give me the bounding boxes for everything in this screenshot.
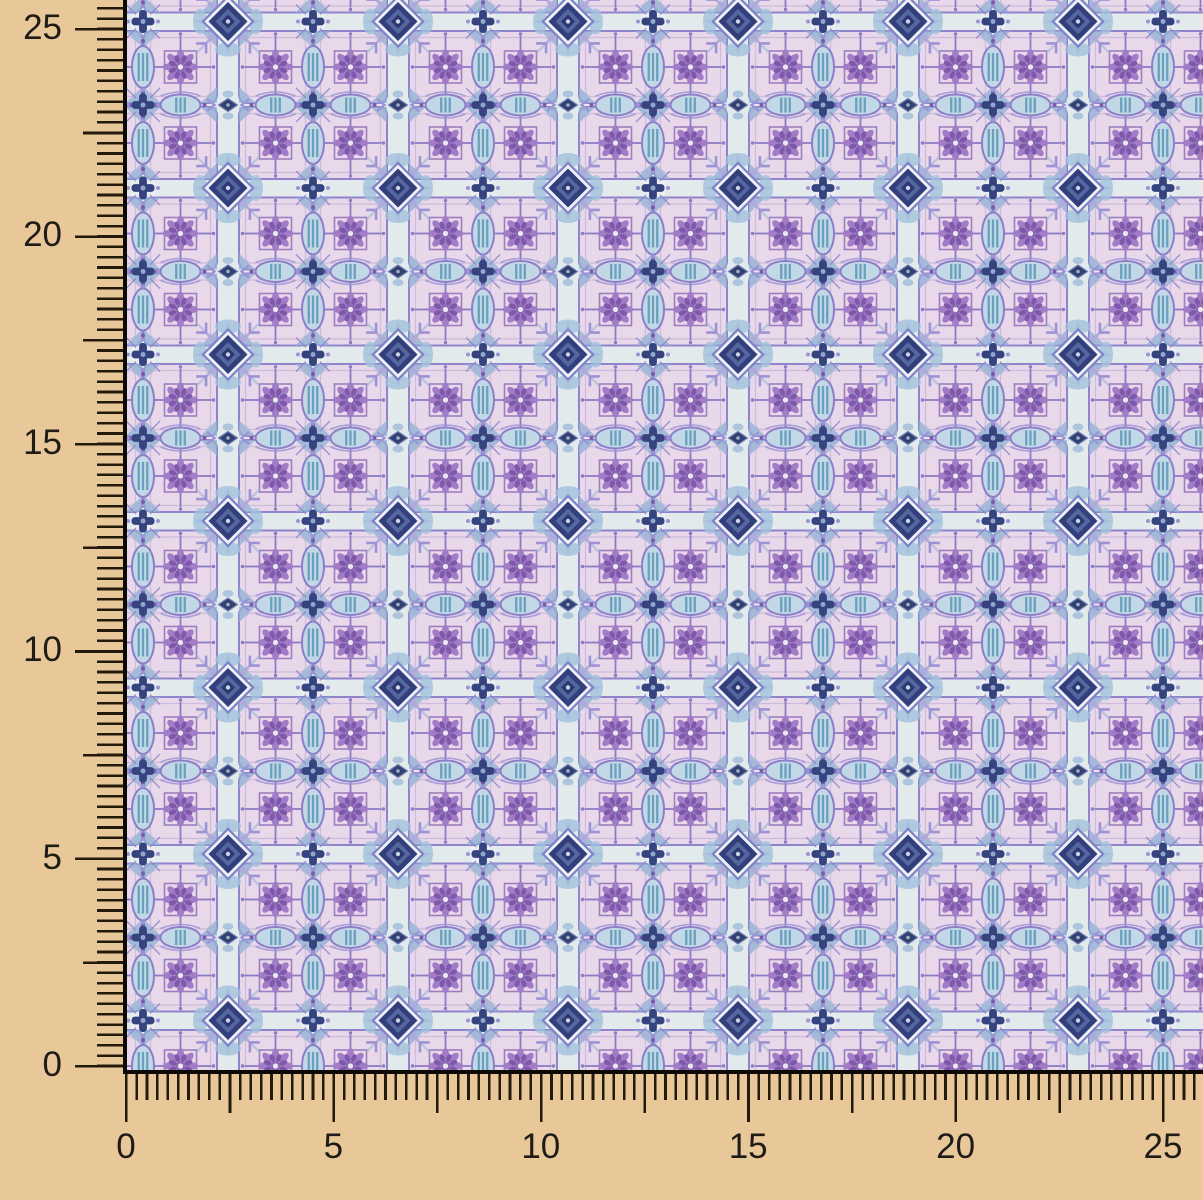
vertical-ruler-label: 0 [42, 1045, 62, 1084]
vertical-ruler-label: 5 [42, 837, 62, 877]
horizontal-ruler-label: 10 [521, 1127, 561, 1166]
vertical-ruler-label: 20 [23, 215, 62, 254]
fabric-swatch [123, 0, 1203, 1074]
horizontal-ruler [124, 1074, 1203, 1122]
horizontal-ruler-label: 5 [323, 1127, 344, 1166]
horizontal-ruler-label: 15 [728, 1127, 768, 1166]
vertical-ruler [75, 7, 123, 1068]
vertical-ruler-label: 10 [23, 630, 62, 669]
horizontal-ruler-label: 20 [936, 1127, 976, 1166]
vertical-ruler-label: 15 [23, 422, 62, 462]
fabric-pattern-svg [127, 0, 1203, 1070]
vertical-ruler-major-ticks [75, 27, 123, 1068]
horizontal-ruler-label: 25 [1143, 1127, 1183, 1166]
horizontal-ruler-label: 0 [116, 1127, 136, 1166]
fabric-print [127, 0, 1203, 1070]
horizontal-ruler-major-ticks [124, 1074, 1203, 1122]
vertical-ruler-label: 25 [23, 8, 62, 47]
